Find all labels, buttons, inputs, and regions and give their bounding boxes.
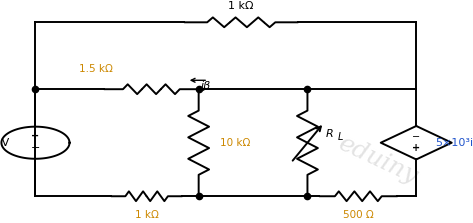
Text: 1 kΩ: 1 kΩ: [228, 1, 254, 10]
Text: iβ: iβ: [201, 81, 211, 91]
Text: eduiny: eduiny: [335, 132, 422, 189]
Text: L: L: [338, 132, 343, 142]
Text: 500 Ω: 500 Ω: [343, 210, 374, 220]
Text: 10 kΩ: 10 kΩ: [220, 138, 250, 148]
Text: 120 V: 120 V: [0, 138, 9, 148]
Text: +: +: [412, 143, 420, 153]
Text: R: R: [325, 129, 333, 139]
Text: +: +: [31, 132, 40, 141]
Text: 1.5 kΩ: 1.5 kΩ: [79, 64, 113, 74]
Text: −: −: [31, 143, 40, 153]
Text: 5×10³iβ: 5×10³iβ: [435, 138, 473, 148]
Text: 1 kΩ: 1 kΩ: [135, 210, 158, 220]
Text: −: −: [412, 132, 420, 142]
